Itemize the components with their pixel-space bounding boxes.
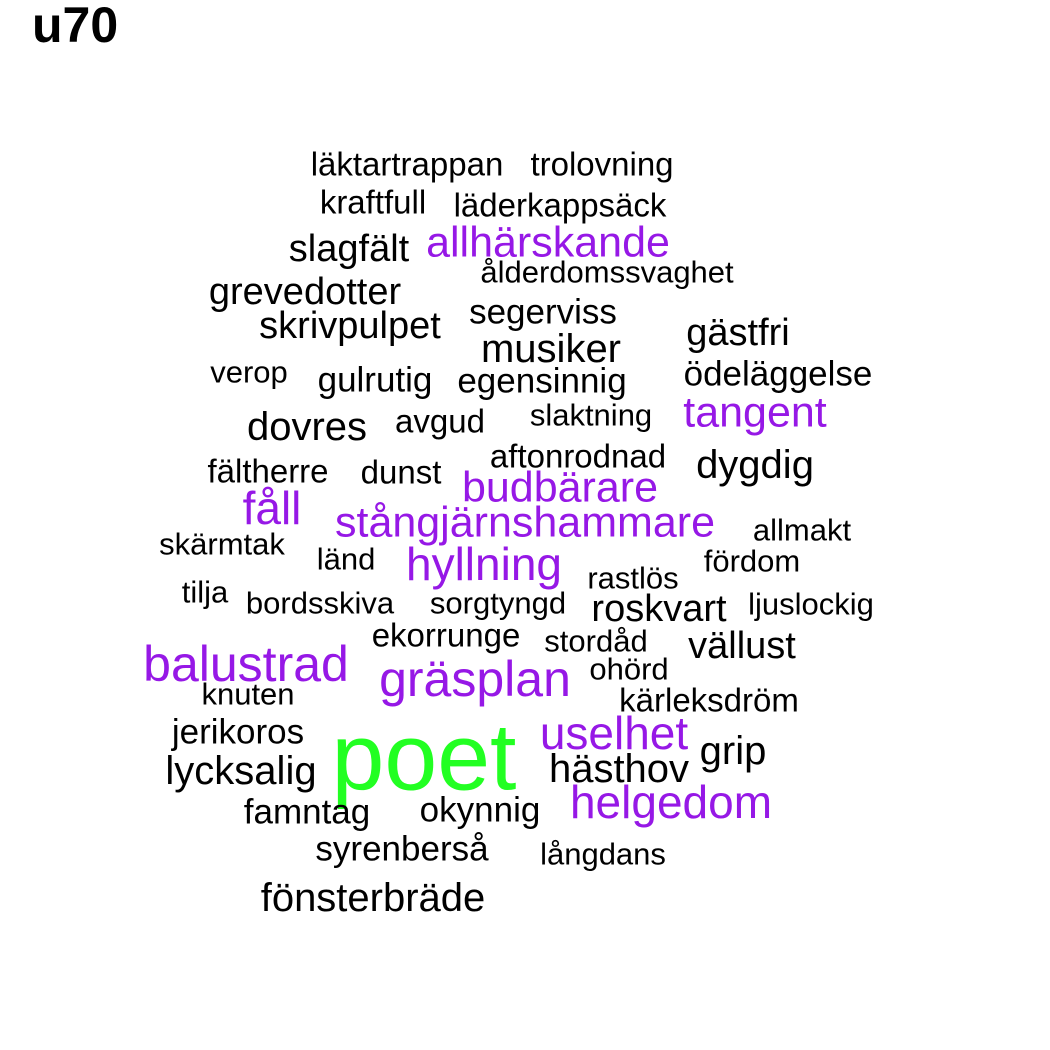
cloud-word-läderkappsäck: läderkappsäck [453, 186, 667, 224]
cloud-word-kraftfull: kraftfull [319, 183, 427, 221]
page-title: u70 [32, 0, 119, 53]
cloud-word-knuten: knuten [201, 676, 295, 712]
cloud-word-ljuslockig: ljuslockig [748, 586, 874, 622]
cloud-word-egensinnig: egensinnig [457, 361, 627, 401]
cloud-word-tilja: tilja [181, 574, 229, 610]
cloud-word-fönsterbräde: fönsterbräde [260, 876, 486, 920]
cloud-word-slagfält: slagfält [288, 228, 410, 270]
cloud-word-ekorrunge: ekorrunge [371, 616, 521, 654]
cloud-word-dunst: dunst [360, 453, 442, 491]
cloud-word-vällust: vällust [688, 625, 796, 667]
cloud-word-hyllning: hyllning [406, 538, 562, 590]
cloud-word-ödeläggelse: ödeläggelse [683, 354, 873, 394]
cloud-word-aftonrodnad: aftonrodnad [489, 437, 667, 475]
cloud-word-gulrutig: gulrutig [317, 360, 433, 400]
cloud-word-slaktning: slaktning [529, 397, 653, 433]
cloud-word-gästfri: gästfri [686, 312, 790, 354]
cloud-word-segerviss: segerviss [469, 292, 617, 332]
cloud-word-gräsplan: gräsplan [379, 651, 571, 707]
cloud-word-stordåd: stordåd [544, 623, 648, 659]
cloud-word-trolovning: trolovning [530, 145, 674, 183]
cloud-word-helgedom: helgedom [569, 776, 773, 828]
cloud-word-rastlös: rastlös [587, 560, 679, 596]
cloud-word-grevedotter: grevedotter [208, 271, 402, 313]
cloud-word-läktartrappan: läktartrappan [310, 145, 504, 183]
cloud-word-sorgtyngd: sorgtyngd [429, 585, 567, 621]
cloud-word-kärleksdröm: kärleksdröm [619, 681, 799, 719]
cloud-word-poet: poet [331, 704, 517, 811]
cloud-word-fåll: fåll [242, 482, 302, 534]
cloud-word-skrivpulpet: skrivpulpet [259, 305, 441, 347]
cloud-word-dovres: dovres [246, 405, 368, 449]
cloud-word-allhärskande: allhärskande [426, 218, 670, 267]
cloud-word-bordsskiva: bordsskiva [245, 585, 395, 621]
cloud-word-grip: grip [699, 729, 767, 773]
cloud-word-balustrad: balustrad [143, 636, 349, 692]
cloud-word-ohörd: ohörd [589, 651, 669, 687]
cloud-word-uselhet: uselhet [539, 707, 689, 759]
cloud-word-fördom: fördom [703, 543, 801, 579]
cloud-word-dygdig: dygdig [696, 443, 814, 487]
cloud-word-verop: verop [210, 354, 288, 390]
cloud-word-syrenberså: syrenberså [315, 829, 489, 869]
cloud-word-skärmtak: skärmtak [159, 526, 285, 562]
cloud-word-musiker: musiker [480, 327, 622, 371]
cloud-word-långdans: långdans [540, 836, 666, 872]
cloud-word-avgud: avgud [395, 402, 485, 440]
cloud-word-tangent: tangent [683, 388, 827, 437]
cloud-word-ålderdomssvaghet: ålderdomssvaghet [480, 254, 734, 290]
cloud-word-lycksalig: lycksalig [165, 749, 317, 793]
cloud-word-fältherre: fältherre [207, 452, 329, 490]
cloud-word-famntag: famntag [243, 792, 371, 832]
cloud-word-jerikoros: jerikoros [171, 712, 305, 752]
cloud-word-länd: länd [316, 541, 376, 577]
cloud-word-allmakt: allmakt [752, 512, 852, 548]
cloud-word-budbärare: budbärare [461, 463, 659, 512]
cloud-word-stångjärnshammare: stångjärnshammare [334, 498, 716, 547]
cloud-word-okynnig: okynnig [419, 790, 541, 830]
cloud-word-hästhov: hästhov [548, 747, 690, 791]
cloud-word-roskvart: roskvart [591, 588, 727, 630]
